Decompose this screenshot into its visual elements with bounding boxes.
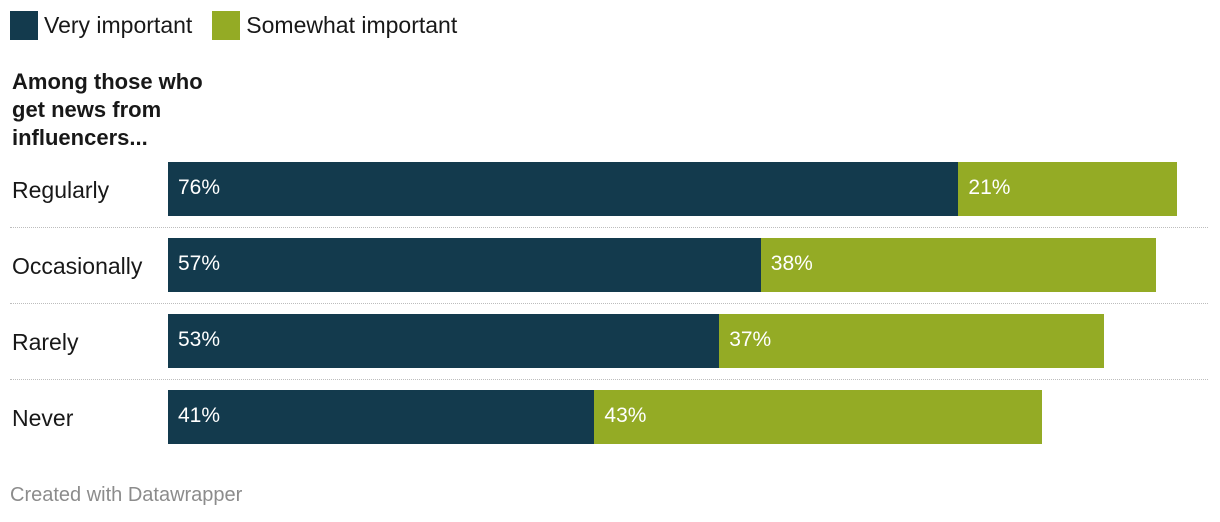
bar-somewhat-important-never xyxy=(594,390,1042,444)
category-label: Occasionally xyxy=(12,253,143,279)
bar-row-regularly: Regularly 76% 21% xyxy=(0,162,1210,216)
data-label: 43% xyxy=(604,404,647,427)
row-separator xyxy=(10,303,1208,304)
bar-somewhat-important-regularly xyxy=(958,162,1177,216)
legend-item-somewhat-important: Somewhat important xyxy=(212,11,457,40)
data-label: 37% xyxy=(729,328,772,351)
row-separator xyxy=(10,227,1208,228)
bar-somewhat-important-rarely xyxy=(719,314,1104,368)
legend-label-somewhat-important: Somewhat important xyxy=(246,12,458,38)
category-label: Never xyxy=(12,405,74,431)
legend-label-very-important: Very important xyxy=(44,12,193,38)
bar-row-rarely: Rarely 53% 37% xyxy=(0,314,1210,368)
data-label: 53% xyxy=(178,328,221,351)
bar-row-never: Never 41% 43% xyxy=(0,390,1210,444)
bar-somewhat-important-occasionally xyxy=(760,238,1156,292)
bar-very-important-rarely xyxy=(168,314,720,368)
data-label: 57% xyxy=(178,252,221,275)
data-label: 41% xyxy=(178,404,221,427)
bar-very-important-regularly xyxy=(168,162,959,216)
legend-item-very-important: Very important xyxy=(10,11,192,40)
row-separator xyxy=(10,379,1208,380)
data-label: 76% xyxy=(178,176,221,199)
footer-credit: Created with Datawrapper xyxy=(10,484,243,506)
bar-very-important-never xyxy=(168,390,595,444)
legend: Very important Somewhat important xyxy=(10,11,477,40)
group-title: Among those who get news from influencer… xyxy=(12,69,203,150)
legend-swatch-somewhat-important xyxy=(212,11,241,40)
data-label: 38% xyxy=(770,252,813,275)
legend-swatch-very-important xyxy=(10,11,38,40)
data-label: 21% xyxy=(968,176,1011,199)
bar-row-occasionally: Occasionally 57% 38% xyxy=(0,238,1210,292)
bar-very-important-occasionally xyxy=(168,238,761,292)
category-label: Rarely xyxy=(12,329,79,355)
category-label: Regularly xyxy=(12,177,110,203)
